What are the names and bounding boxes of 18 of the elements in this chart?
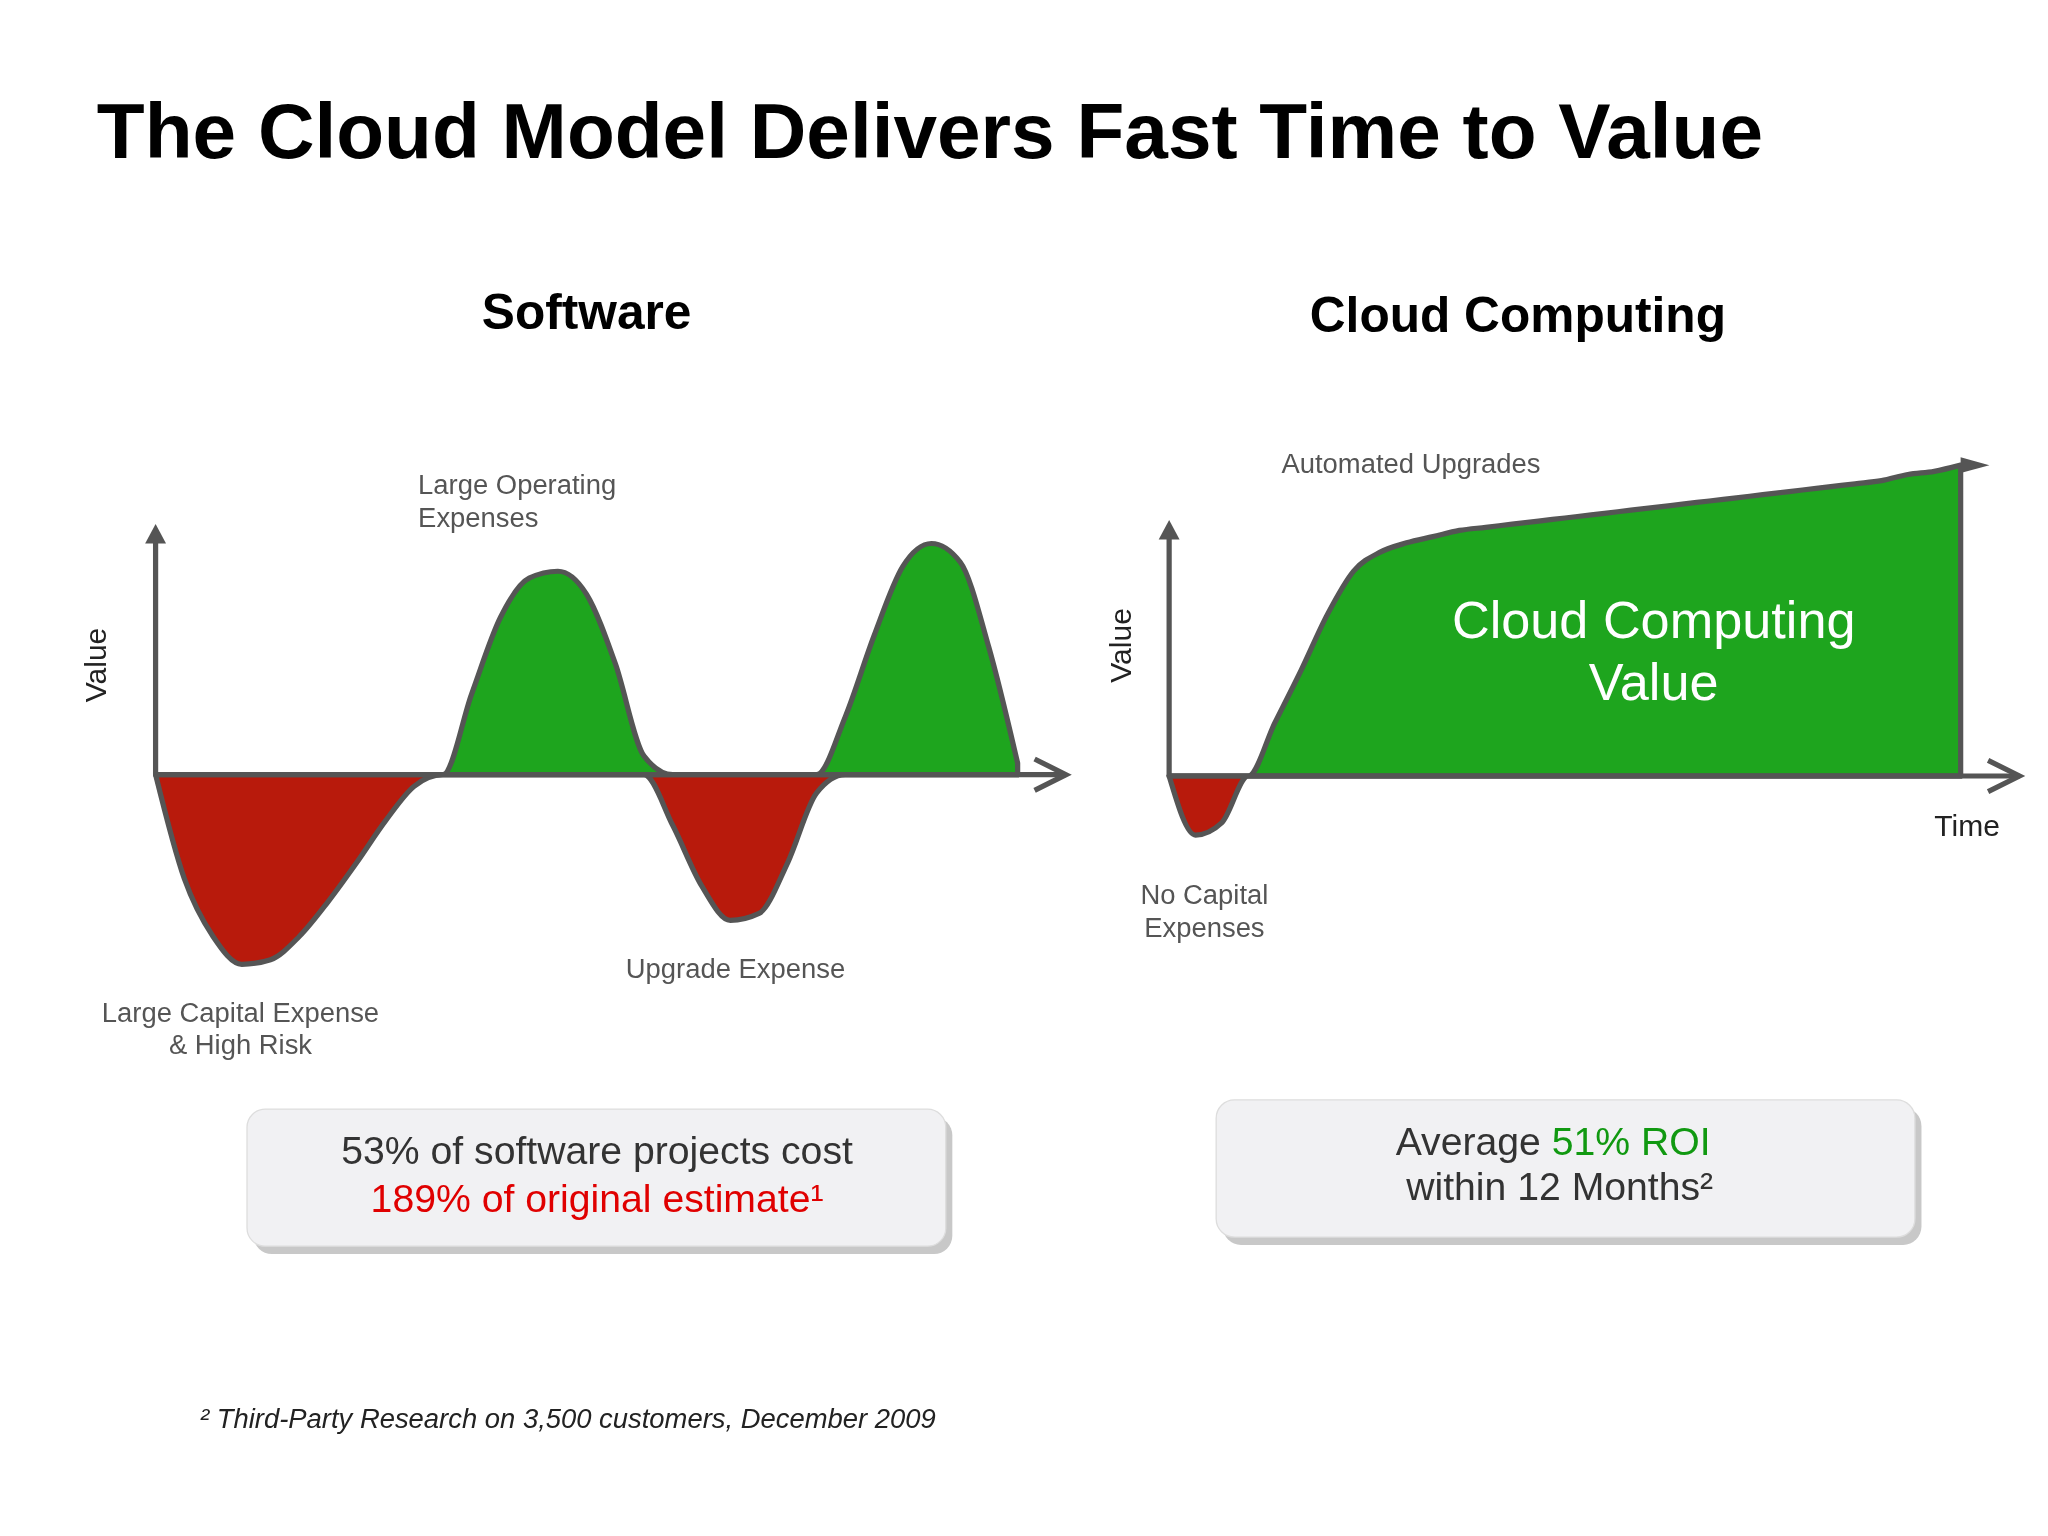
annotation: Cloud Computing Value: [1451, 590, 1856, 712]
x-axis-title: Time: [1934, 809, 2000, 843]
text: 189% of original estimate¹: [370, 1177, 824, 1221]
text: The Cloud Model Delivers Fast Time to Value: [96, 87, 1764, 176]
chart-title: Cloud Computing: [1309, 286, 1726, 343]
text: Average: [1395, 1119, 1541, 1163]
chart-title: Software: [481, 284, 692, 341]
text: ² Third-Party Research on 3,500 customers, December 2009: [200, 1402, 936, 1434]
text: Large Capital Expense & High Risk: [101, 996, 380, 1061]
text: 51% ROI: [1551, 1119, 1711, 1163]
text: 53% of software projects cost: [341, 1128, 853, 1172]
text: Large Operating Expenses: [418, 468, 617, 533]
y-axis-title: Value: [78, 627, 112, 703]
annotation: Automated Upgrades: [1281, 447, 1541, 479]
annotation: Upgrade Expense: [625, 953, 846, 985]
y-axis-title: Value: [1104, 608, 1138, 683]
text: No Capital Expenses: [1140, 879, 1269, 943]
text: within 12 Months²: [1405, 1165, 1714, 1209]
